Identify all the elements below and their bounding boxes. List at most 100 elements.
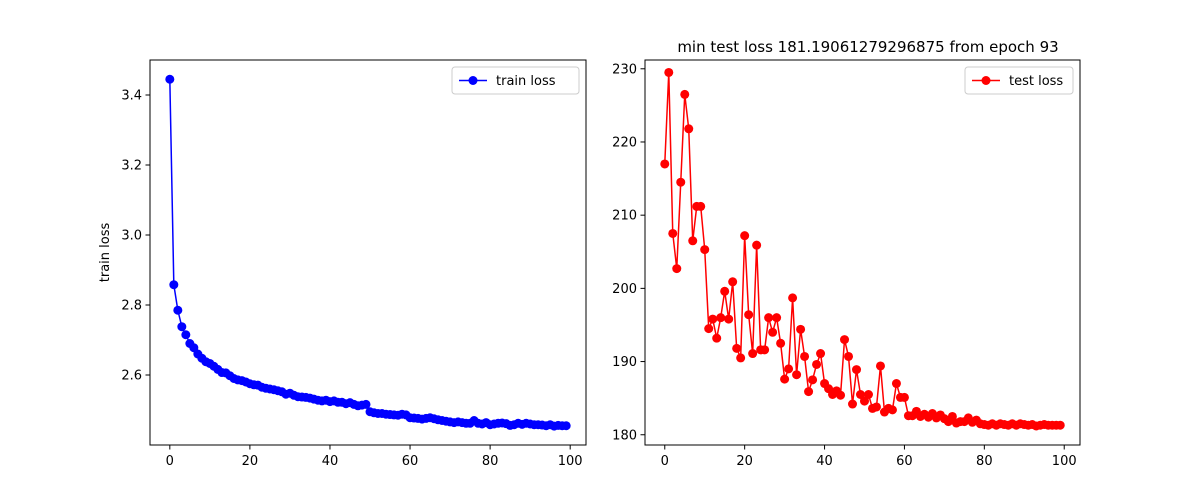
- test-loss-point: [1055, 420, 1065, 430]
- train-loss-point: [181, 330, 191, 340]
- test-loss-point: [784, 364, 794, 374]
- test-loss-point: [796, 324, 806, 334]
- train-loss-point: [169, 280, 179, 290]
- test-loss-x-tick-label: 100: [1052, 454, 1077, 469]
- train-loss-point: [173, 305, 183, 315]
- test-loss-point: [875, 361, 885, 371]
- test-loss-point: [728, 277, 738, 287]
- test-loss-y-tick-label: 200: [612, 282, 637, 297]
- test-loss-point: [800, 351, 810, 361]
- test-loss-x-tick-label: 60: [896, 454, 913, 469]
- test-loss-point: [688, 236, 698, 246]
- train-loss-y-tick-label: 3.2: [121, 159, 142, 174]
- test-loss-chart-title: min test loss 181.19061279296875 from ep…: [677, 38, 1058, 56]
- train-loss-point: [361, 399, 371, 409]
- train-loss-y-tick-label: 2.8: [121, 299, 142, 314]
- test-loss-axes-frame: [644, 59, 1081, 446]
- train-loss-y-tick-label: 3.4: [121, 89, 142, 104]
- test-loss-y-tick-label: 210: [612, 209, 637, 224]
- test-loss-point: [891, 379, 901, 389]
- test-loss-point: [664, 67, 674, 77]
- test-loss-point: [744, 310, 754, 320]
- test-loss-point: [836, 390, 846, 400]
- test-loss-point: [660, 159, 670, 169]
- test-loss-y-tick-label: 180: [612, 428, 637, 443]
- test-loss-legend-marker: [981, 76, 991, 85]
- test-loss-y-tick-label: 190: [612, 355, 637, 370]
- test-loss-point: [716, 313, 726, 323]
- train-loss-legend-marker: [468, 76, 478, 85]
- train-loss-x-tick-label: 40: [322, 454, 339, 469]
- train-loss-legend-box: [451, 66, 580, 95]
- test-loss-point: [792, 370, 802, 380]
- test-loss-legend-box: [964, 66, 1074, 95]
- test-loss-point: [863, 390, 873, 399]
- test-loss-x-tick-label: 0: [661, 454, 669, 469]
- test-loss-point: [780, 374, 790, 384]
- test-loss-point: [676, 177, 686, 187]
- test-loss-point: [856, 390, 865, 399]
- train-loss-ticks: 0 20 40 60 80 100 2.6 2.8 3.0 3.2 3.4: [121, 89, 582, 470]
- train-loss-x-tick-label: 0: [166, 454, 174, 469]
- test-loss-point: [764, 313, 774, 323]
- test-loss-point: [684, 124, 694, 134]
- test-loss-point: [740, 231, 750, 241]
- test-loss-axes-background: [645, 60, 1080, 445]
- test-loss-point: [844, 351, 854, 361]
- test-loss-series: [660, 67, 1065, 431]
- train-loss-legend: train loss: [451, 66, 580, 95]
- train-loss-x-tick-label: 20: [242, 454, 259, 469]
- test-loss-point: [852, 365, 862, 375]
- test-loss-x-tick-label: 40: [816, 454, 833, 469]
- test-loss-point: [768, 327, 778, 337]
- test-loss-point: [860, 396, 869, 406]
- train-loss-panel: train loss 0 20 40 60 80 100 2.6 2.8 3.0 3.2 3.4 t…: [98, 59, 587, 470]
- test-loss-point: [704, 324, 714, 334]
- train-loss-point: [165, 74, 175, 84]
- test-loss-point: [736, 353, 746, 363]
- test-loss-point: [899, 392, 909, 402]
- test-loss-legend: test loss: [964, 66, 1074, 95]
- train-loss-point: [561, 421, 571, 431]
- test-loss-panel: min test loss 181.19061279296875 from ep…: [612, 38, 1081, 469]
- test-loss-point: [712, 333, 722, 343]
- test-loss-point: [708, 314, 718, 324]
- test-loss-point: [696, 201, 706, 211]
- test-loss-point: [752, 240, 762, 250]
- train-loss-axes-frame: [149, 59, 587, 446]
- test-loss-point: [720, 286, 730, 296]
- test-loss-point: [760, 345, 770, 355]
- test-loss-y-tick-label: 220: [612, 135, 637, 150]
- test-loss-point: [804, 387, 814, 397]
- train-loss-axes-background: [150, 60, 586, 445]
- test-loss-point: [816, 349, 826, 359]
- test-loss-point: [788, 293, 798, 303]
- test-loss-x-tick-label: 20: [736, 454, 753, 469]
- test-loss-y-tick-label: 230: [612, 62, 637, 77]
- test-loss-x-tick-label: 80: [976, 454, 993, 469]
- test-loss-point: [732, 343, 742, 353]
- test-loss-point: [808, 375, 818, 385]
- test-loss-point: [947, 411, 957, 421]
- train-loss-x-tick-label: 80: [482, 454, 499, 469]
- train-loss-y-axis-label: train loss: [98, 223, 113, 283]
- test-loss-point: [848, 399, 858, 409]
- train-loss-y-tick-label: 3.0: [121, 229, 142, 244]
- test-loss-legend-label: test loss: [1009, 74, 1063, 89]
- test-loss-point: [724, 314, 734, 324]
- test-loss-point: [672, 264, 682, 274]
- test-loss-ticks: 0 20 40 60 80 100 180 190 200 210 220 230: [612, 62, 1076, 469]
- train-loss-x-tick-label: 100: [558, 454, 583, 469]
- train-loss-y-tick-label: 2.6: [121, 369, 142, 384]
- test-loss-point: [700, 245, 710, 255]
- train-loss-series: [165, 74, 571, 431]
- train-loss-legend-label: train loss: [496, 74, 556, 89]
- test-loss-point: [776, 338, 786, 348]
- test-loss-point: [748, 349, 758, 359]
- test-loss-point: [668, 228, 678, 238]
- train-loss-x-tick-label: 60: [402, 454, 419, 469]
- test-loss-point: [812, 359, 822, 369]
- test-loss-point: [887, 405, 897, 415]
- test-loss-point: [840, 335, 850, 345]
